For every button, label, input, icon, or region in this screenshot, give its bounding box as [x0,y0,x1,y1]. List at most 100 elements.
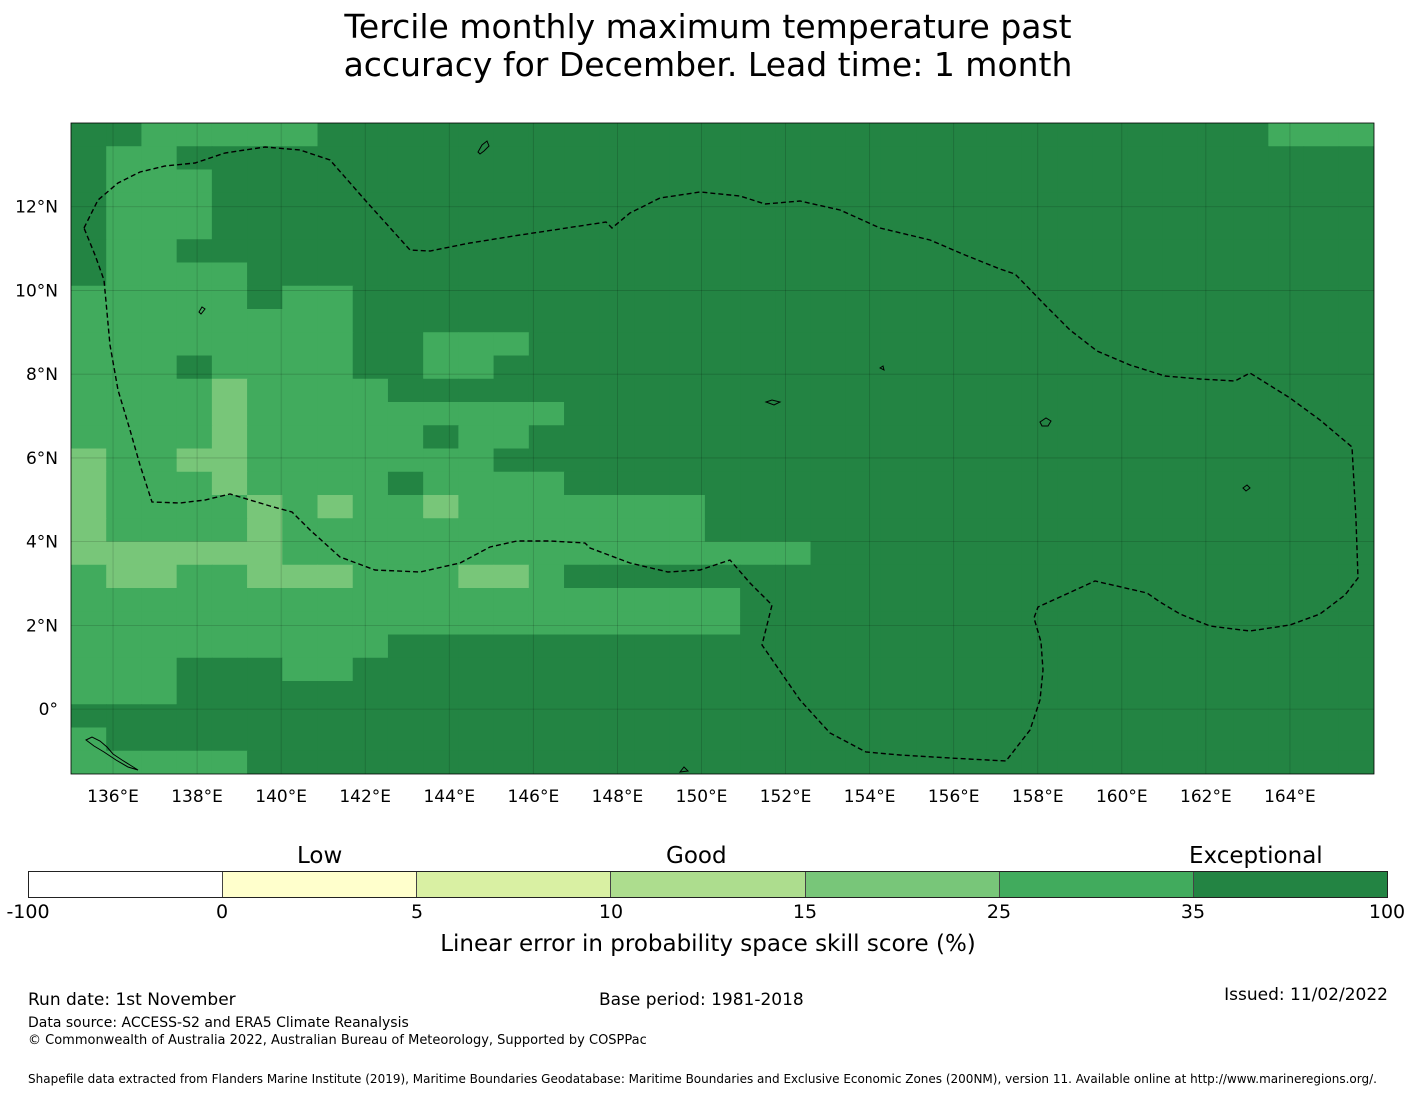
skill-cell [775,541,812,566]
skill-cell [599,727,636,752]
skill-cell [845,355,882,380]
skill-cell [458,727,495,752]
skill-cell [775,285,812,310]
skill-cell [493,634,530,659]
skill-cell [282,611,319,636]
skill-cell [740,727,776,752]
skill-cell [599,471,636,496]
skill-cell [1127,239,1164,264]
skill-cell [247,402,283,426]
skill-cell [493,239,530,264]
skill-cell [71,448,107,473]
skill-cell [669,192,706,217]
skill-cell [599,750,636,774]
skill-cell [141,169,178,194]
skill-cell [176,262,213,287]
skill-cell [141,448,178,473]
skill-cell [634,262,671,287]
skill-cell [1092,611,1129,636]
skill-cell [141,611,178,636]
skill-cell [458,239,495,264]
colorbar-segment-6 [999,872,1194,897]
skill-cell [916,727,953,752]
skill-cell [845,495,882,519]
skill-cell [423,611,459,636]
skill-cell [1268,425,1305,450]
skill-cell [1092,123,1129,147]
skill-cell [1092,657,1129,682]
skill-cell [458,471,495,496]
skill-cell [106,146,143,171]
skill-cell [634,402,671,426]
skill-cell [599,285,636,310]
skill-cell [1233,448,1269,473]
skill-map: 136°E 138°E 140°E 142°E 144°E 146°E 148°E 150°E… [15,122,1375,807]
skill-cell [282,541,319,566]
skill-cell [352,471,389,496]
skill-cell [1092,704,1129,729]
skill-cell [845,192,882,217]
skill-cell [211,192,248,217]
skill-cell [810,634,847,659]
skill-cell [880,471,917,496]
skill-cell [1021,425,1058,450]
skill-cell [1021,192,1058,217]
skill-cell [1268,309,1305,333]
skill-cell [211,564,248,589]
skill-cell [669,309,706,333]
colorbar-tick: 10 [598,901,624,923]
skill-cell [1057,216,1093,240]
skill-cell [458,192,495,217]
skill-cell [1338,378,1374,403]
skill-cell [352,169,389,194]
colorbar-segment-3 [417,872,612,897]
latitude-tick-label: 10°N [15,281,58,301]
skill-cell [71,146,107,171]
skill-cell [986,448,1023,473]
skill-cell [951,169,988,194]
skill-cell [599,657,636,682]
skill-cell [1127,355,1164,380]
skill-cell [704,123,741,147]
skill-cell [387,657,424,682]
skill-cell [352,657,389,682]
skill-cell [740,611,776,636]
skill-cell [387,169,424,194]
skill-cell [282,471,319,496]
skill-cell [493,402,530,426]
skill-cell [458,285,495,310]
skill-cell [211,239,248,264]
skill-cell [282,588,319,612]
skill-cell [951,541,988,566]
skill-cell [352,425,389,450]
skill-cell [1127,216,1164,240]
skill-cell [810,262,847,287]
skill-cell [564,541,600,566]
skill-cell [740,332,776,357]
skill-cell [106,588,143,612]
skill-cell [916,518,953,543]
skill-cell [845,402,882,426]
skill-cell [528,564,565,589]
skill-cell [1268,541,1305,566]
skill-cell [352,309,389,333]
skill-cell [986,471,1023,496]
skill-cell [1303,378,1340,403]
skill-cell [387,704,424,729]
skill-cell [1092,750,1129,774]
skill-cell [387,216,424,240]
skill-cell [211,611,248,636]
skill-cell [176,588,213,612]
skill-cell [1338,657,1374,682]
skill-cell [1162,192,1199,217]
longitude-tick-label: 138°E [171,787,223,807]
skill-cell [1092,588,1129,612]
skill-cell [282,285,319,310]
skill-cell [1021,657,1058,682]
skill-cell [1268,402,1305,426]
skill-cell [1057,355,1093,380]
skill-cell [352,448,389,473]
skill-cell [634,285,671,310]
skill-cell [951,471,988,496]
skill-cell [986,727,1023,752]
